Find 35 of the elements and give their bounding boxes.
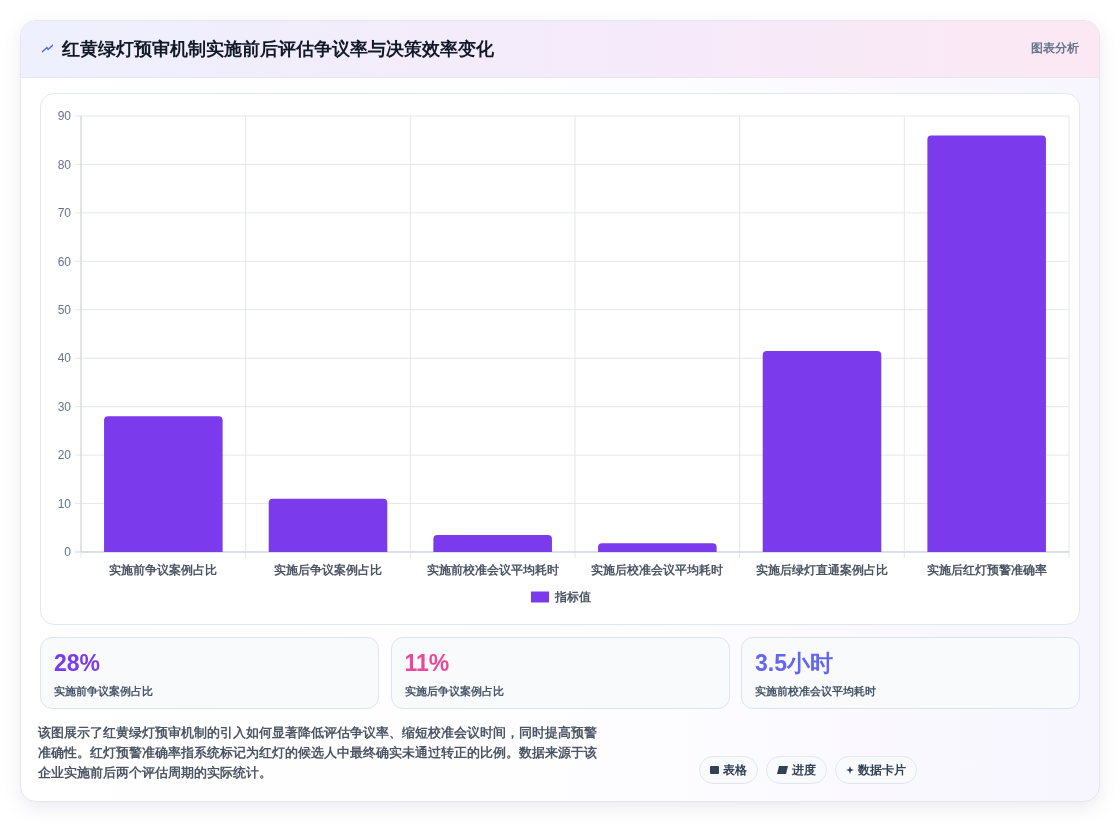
- text: 3.5小时: [755, 649, 833, 677]
- text: 实施前争议案例占比: [54, 684, 153, 699]
- x-tick-label: 实施前校准会议平均耗时: [426, 563, 559, 578]
- x-tick-label: 实施前争议案例占比: [109, 563, 218, 578]
- x-tick-label: 实施后红灯预警准确率: [926, 563, 1047, 578]
- text: 数据卡片: [858, 761, 906, 779]
- text: 图表分析: [1031, 40, 1079, 56]
- y-tick-label: 50: [57, 302, 72, 317]
- text: 该图展示了红黄绿灯预审机制的引入如何显著降低评估争议率、缩短校准会议时间，同时提高预警准确性。红灯预警准确率指系统标记为红灯的候选人中最终确实未通过转正的比例。数据来源于该企业实施前后两个评估周期的实际统计。: [38, 724, 598, 782]
- y-tick-label: 20: [57, 448, 72, 463]
- bar: [433, 535, 552, 552]
- text: 11%: [404, 649, 450, 677]
- chart-title: 红黄绿灯预审机制实施前后评估争议率与决策效率变化: [62, 38, 494, 61]
- bar: [104, 416, 223, 552]
- bar: [598, 543, 717, 552]
- y-tick-label: 60: [57, 254, 72, 269]
- text: 28%: [54, 649, 101, 677]
- bar: [927, 135, 1046, 552]
- y-tick-label: 0: [64, 545, 72, 560]
- y-tick-label: 70: [57, 206, 72, 221]
- x-tick-label: 实施后争议案例占比: [274, 563, 382, 578]
- text: 实施后争议案例占比: [404, 684, 504, 699]
- y-tick-label: 90: [57, 109, 72, 124]
- text: 进度: [792, 761, 816, 779]
- y-tick-label: 30: [57, 399, 72, 414]
- bar: [268, 498, 388, 552]
- text: 表格: [723, 761, 747, 779]
- text: 实施前校准会议平均耗时: [755, 684, 876, 699]
- y-tick-label: 80: [57, 157, 72, 172]
- x-tick-label: 实施后校准会议平均耗时: [591, 563, 724, 578]
- x-tick-label: 实施后绿灯直通案例占比: [756, 563, 888, 578]
- y-tick-label: 10: [57, 496, 72, 511]
- y-tick-label: 40: [57, 351, 72, 366]
- legend-label: 指标值: [554, 590, 591, 605]
- bar: [762, 350, 882, 552]
